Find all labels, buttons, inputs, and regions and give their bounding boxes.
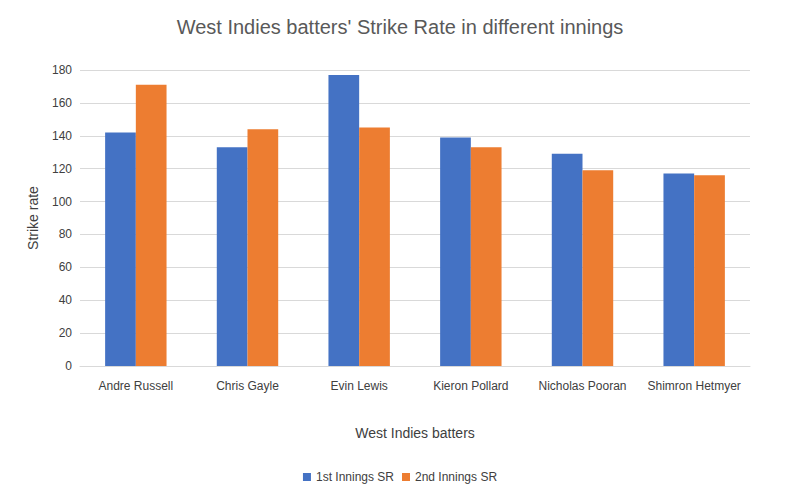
svg-text:0: 0 (65, 359, 72, 373)
svg-text:Nicholas Pooran: Nicholas Pooran (538, 379, 626, 393)
svg-text:80: 80 (59, 227, 73, 241)
svg-text:140: 140 (52, 129, 72, 143)
svg-text:180: 180 (52, 63, 72, 77)
svg-text:Shimron Hetmyer: Shimron Hetmyer (647, 379, 740, 393)
svg-text:Evin Lewis: Evin Lewis (330, 379, 387, 393)
svg-text:Chris Gayle: Chris Gayle (216, 379, 279, 393)
svg-text:West Indies batters: West Indies batters (355, 425, 475, 441)
svg-text:Andre Russell: Andre Russell (98, 379, 173, 393)
svg-text:120: 120 (52, 162, 72, 176)
svg-text:160: 160 (52, 96, 72, 110)
svg-text:Kieron Pollard: Kieron Pollard (433, 379, 508, 393)
svg-text:60: 60 (59, 260, 73, 274)
svg-text:West Indies batters' Strike Ra: West Indies batters' Strike Rate in diff… (177, 16, 624, 38)
svg-text:20: 20 (59, 326, 73, 340)
svg-text:40: 40 (59, 293, 73, 307)
svg-text:100: 100 (52, 195, 72, 209)
svg-text:1st Innings SR: 1st Innings SR (316, 470, 394, 484)
svg-text:2nd Innings SR: 2nd Innings SR (415, 470, 497, 484)
svg-text:Strike rate: Strike rate (25, 186, 41, 250)
